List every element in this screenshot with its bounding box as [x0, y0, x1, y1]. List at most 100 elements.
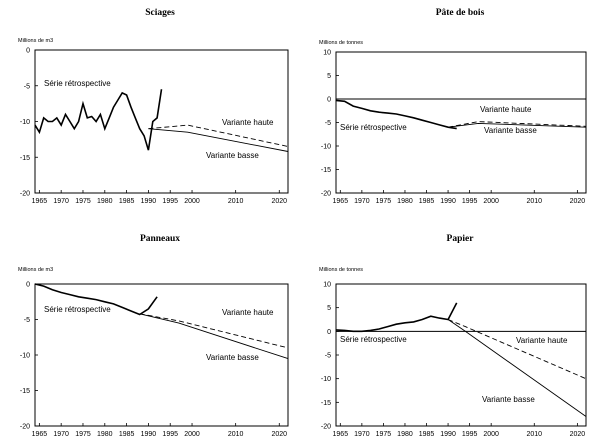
y-tick-label: -5 [24, 317, 30, 324]
y-tick-label: 0 [26, 282, 30, 289]
series-annotation: Variante haute [222, 118, 274, 127]
x-tick-label: 2020 [570, 431, 586, 438]
y-tick-label: -5 [325, 120, 331, 127]
series-annotation: Variante basse [482, 395, 535, 404]
x-tick-label: 2000 [483, 198, 499, 205]
series-line-variante-haute [448, 121, 587, 128]
x-tick-label: 2000 [184, 431, 200, 438]
y-axis-label: Millions de tonnes [319, 267, 363, 273]
chart-panel-2: Pâte de bois Millions de tonnes 10 5 0 -5 -10 -… [319, 8, 587, 205]
series-annotation: Variante haute [480, 105, 532, 114]
series-line-variante-basse [448, 122, 587, 128]
chart-title: Pâte de bois [436, 8, 485, 18]
x-tick-label: 1970 [354, 431, 370, 438]
x-tick-label: 1990 [141, 198, 157, 205]
x-tick-label: 1965 [32, 198, 48, 205]
x-tick-label: 1975 [75, 198, 91, 205]
y-tick-label: -15 [20, 388, 30, 395]
y-tick-label: -10 [20, 353, 30, 360]
x-tick-label: 1975 [376, 431, 392, 438]
series-line-variante-basse [139, 313, 289, 360]
x-tick-label: 1985 [419, 431, 435, 438]
y-tick-label: -10 [20, 119, 30, 126]
x-tick-label: 2020 [271, 431, 287, 438]
x-tick-label: 2010 [526, 198, 542, 205]
y-tick-label: -15 [321, 167, 331, 174]
y-tick-label: -20 [20, 191, 30, 198]
series-line-variante-haute [447, 319, 587, 380]
series-line-serie-retrospective [335, 302, 458, 333]
y-tick-label: -5 [24, 83, 30, 90]
chart-title: Papier [447, 234, 475, 244]
y-tick-label: -10 [321, 144, 331, 151]
x-tick-label: 1995 [462, 431, 478, 438]
x-tick-label: 1990 [141, 431, 157, 438]
series-line-serie-retrospective [34, 89, 163, 151]
series-annotation: Série rétrospective [44, 79, 111, 88]
series-annotation: Variante haute [516, 336, 568, 345]
x-tick-label: 1995 [162, 431, 178, 438]
series-line-variante-basse [447, 319, 587, 417]
series-annotation: Variante basse [206, 353, 259, 362]
y-tick-label: -10 [321, 376, 331, 383]
plot-frame [335, 283, 587, 427]
series-line-serie-retrospective [335, 99, 457, 130]
x-tick-label: 1985 [419, 198, 435, 205]
x-tick-label: 1970 [53, 431, 69, 438]
chart-title: Sciages [145, 8, 175, 18]
series-line-serie-retrospective [34, 283, 158, 316]
x-tick-label: 1965 [333, 198, 349, 205]
series-annotation: Variante haute [222, 308, 274, 317]
y-axis-label: Millions de m3 [18, 267, 53, 273]
series-annotation: Variante basse [206, 151, 259, 160]
y-axis-label: Millions de m3 [18, 38, 53, 44]
x-tick-label: 1985 [119, 431, 135, 438]
x-tick-label: 2010 [526, 431, 542, 438]
x-tick-label: 1980 [97, 431, 113, 438]
x-tick-label: 2020 [570, 198, 586, 205]
series-annotation: Série rétrospective [340, 123, 407, 132]
y-tick-label: -15 [20, 155, 30, 162]
y-axis-label: Millions de tonnes [319, 40, 363, 46]
x-tick-label: 2000 [483, 431, 499, 438]
y-tick-label: 5 [327, 73, 331, 80]
series-annotation: Série rétrospective [44, 305, 111, 314]
x-tick-label: 1975 [75, 431, 91, 438]
x-tick-label: 1980 [97, 198, 113, 205]
y-tick-label: -5 [325, 353, 331, 360]
x-tick-label: 1965 [333, 431, 349, 438]
x-tick-label: 1980 [397, 431, 413, 438]
x-tick-label: 1995 [462, 198, 478, 205]
series-annotation: Série rétrospective [340, 335, 407, 344]
x-tick-label: 1985 [119, 198, 135, 205]
y-tick-label: 10 [323, 282, 331, 289]
y-tick-label: 0 [327, 97, 331, 104]
series-annotation: Variante basse [484, 126, 537, 135]
x-tick-label: 2010 [228, 198, 244, 205]
series-line-variante-haute [148, 124, 289, 147]
x-tick-label: 1975 [376, 198, 392, 205]
series-line-variante-haute [139, 313, 289, 349]
y-tick-label: -20 [321, 424, 331, 431]
x-tick-label: 1970 [53, 198, 69, 205]
chart-title: Panneaux [140, 234, 180, 244]
x-tick-label: 2000 [184, 198, 200, 205]
y-tick-label: 10 [323, 50, 331, 57]
y-tick-label: -20 [321, 191, 331, 198]
x-tick-label: 2020 [271, 198, 287, 205]
x-tick-label: 1980 [397, 198, 413, 205]
y-tick-label: -15 [321, 400, 331, 407]
x-tick-label: 1990 [440, 198, 456, 205]
y-tick-label: 0 [26, 48, 30, 55]
x-tick-label: 1990 [440, 431, 456, 438]
x-tick-label: 1965 [32, 431, 48, 438]
y-tick-label: 5 [327, 305, 331, 312]
x-tick-label: 1995 [162, 198, 178, 205]
y-tick-label: 0 [327, 329, 331, 336]
y-tick-label: -20 [20, 424, 30, 431]
x-tick-label: 2010 [228, 431, 244, 438]
